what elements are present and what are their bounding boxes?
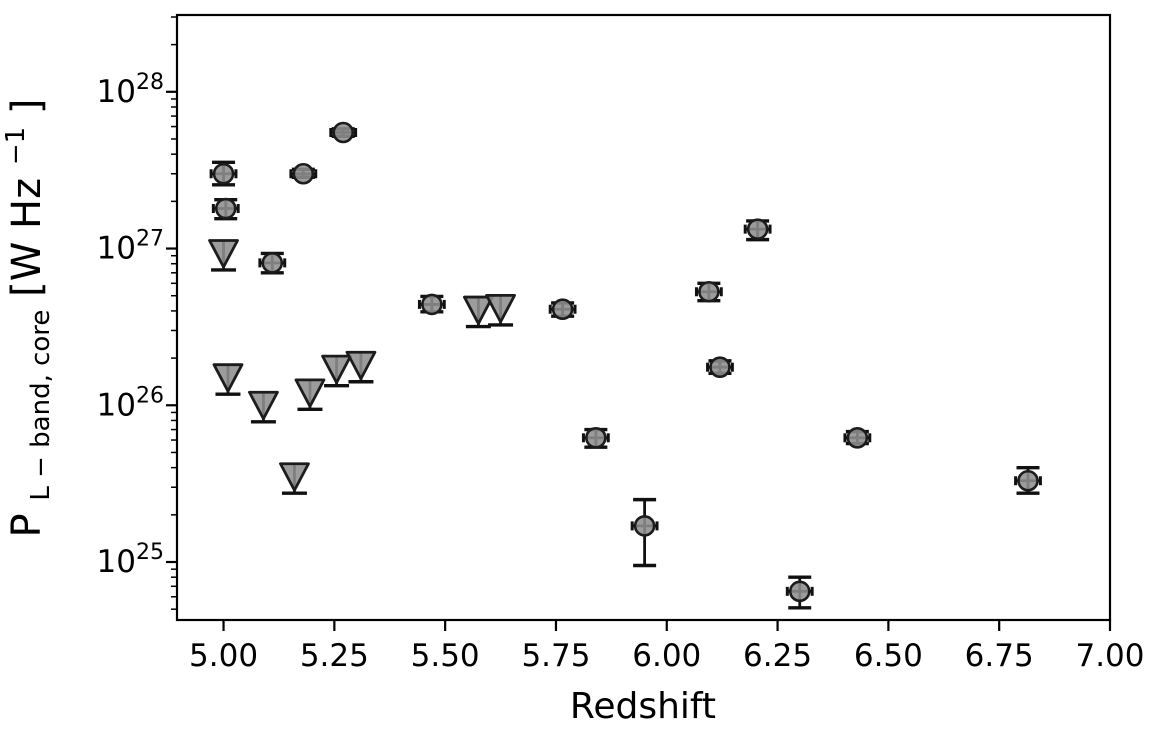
x-axis-label: Redshift: [570, 686, 716, 727]
y-label-close-bracket: ]: [4, 99, 50, 115]
y-label-superscript: −1: [1, 127, 31, 165]
data-point-upper-limit-triangle: [294, 378, 326, 408]
x-tick-label: 5.25: [300, 638, 369, 674]
y-axis-label: P L − band, core [W Hz −1 ]: [0, 99, 59, 538]
x-axis-ticks: 5.00 5.25 5.50 5.75 6.00 6.25 6.50 6.75 7.00: [189, 620, 1145, 674]
data-point-upper-limit-triangle: [321, 354, 352, 385]
y-label-subscript: L − band, core: [26, 310, 56, 501]
y-tick-label: 1027: [97, 227, 164, 267]
data-point-circle: [633, 515, 656, 537]
data-point-circle: [585, 427, 607, 449]
data-markers: [208, 121, 1039, 603]
data-point-upper-limit-triangle: [279, 462, 310, 492]
data-point-upper-limit-triangle: [345, 350, 377, 381]
data-point-upper-limit-triangle: [462, 295, 494, 325]
x-tick-label: 6.50: [854, 638, 923, 674]
data-point-circle: [421, 293, 443, 316]
plot-frame: [175, 13, 1112, 622]
x-tick-label: 7.00: [1075, 638, 1144, 674]
data-point-circle: [261, 252, 284, 274]
data-point-circle: [212, 162, 235, 185]
y-label-units: [W Hz: [4, 178, 50, 297]
data-point-circle: [214, 197, 237, 220]
data-point-circle: [698, 280, 720, 303]
x-tick-label: 5.75: [521, 638, 590, 674]
y-tick-label: 1025: [97, 540, 164, 580]
y-axis-ticks: 1025 1026 1027 1028: [97, 70, 177, 580]
y-tick-label: 1028: [97, 70, 164, 110]
data-point-circle: [1017, 469, 1039, 492]
data-point-upper-limit-triangle: [248, 390, 279, 421]
y-tick-label: 1026: [97, 383, 164, 423]
x-tick-label: 5.00: [189, 638, 258, 674]
data-point-circle: [746, 218, 769, 240]
data-point-circle: [332, 121, 355, 144]
x-tick-label: 5.50: [411, 638, 480, 674]
data-point-circle: [846, 427, 869, 449]
x-tick-label: 6.75: [965, 638, 1034, 674]
data-point-circle: [709, 356, 731, 378]
y-label-main: P: [4, 513, 50, 537]
data-point-circle: [788, 580, 811, 603]
data-point-upper-limit-triangle: [212, 363, 244, 393]
x-tick-label: 6.25: [743, 638, 812, 674]
data-point-upper-limit-triangle: [208, 239, 239, 269]
data-point-circle: [551, 298, 574, 321]
data-point-circle: [292, 162, 315, 185]
data-point-upper-limit-triangle: [485, 294, 516, 324]
x-tick-label: 6.00: [632, 638, 701, 674]
